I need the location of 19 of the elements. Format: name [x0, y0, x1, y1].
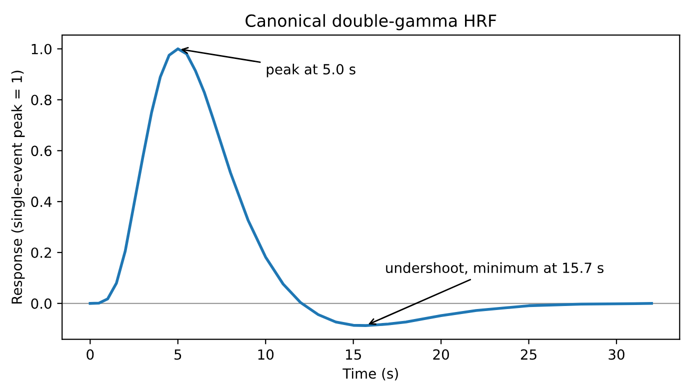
x-tick-label: 25 [520, 349, 536, 360]
x-axis-title: Time (s) [342, 368, 398, 380]
x-tick-label: 0 [86, 349, 94, 360]
y-axis-title: Response (single-event peak = 1) [11, 70, 25, 304]
chart-title: Canonical double-gamma HRF [246, 14, 496, 30]
y-tick-label: 0.6 [31, 146, 52, 156]
y-tick-label: 0.8 [31, 94, 52, 106]
x-tick-label: 30 [608, 349, 624, 360]
x-tick-label: 15 [346, 349, 361, 360]
x-tick-label: 5 [174, 349, 182, 360]
x-tick-label: 20 [433, 349, 449, 360]
annotation: undershoot, minimum at 15.7 s [386, 262, 604, 274]
y-tick-label: 0.2 [31, 247, 51, 258]
annotation: peak at 5.0 s [266, 64, 356, 78]
line-series [88, 47, 653, 327]
x-tick-label: 10 [258, 349, 274, 360]
y-tick-label: 0.0 [31, 298, 52, 309]
y-tick-label: 1.0 [32, 44, 52, 54]
y-tick-label: 0.4 [31, 196, 52, 208]
